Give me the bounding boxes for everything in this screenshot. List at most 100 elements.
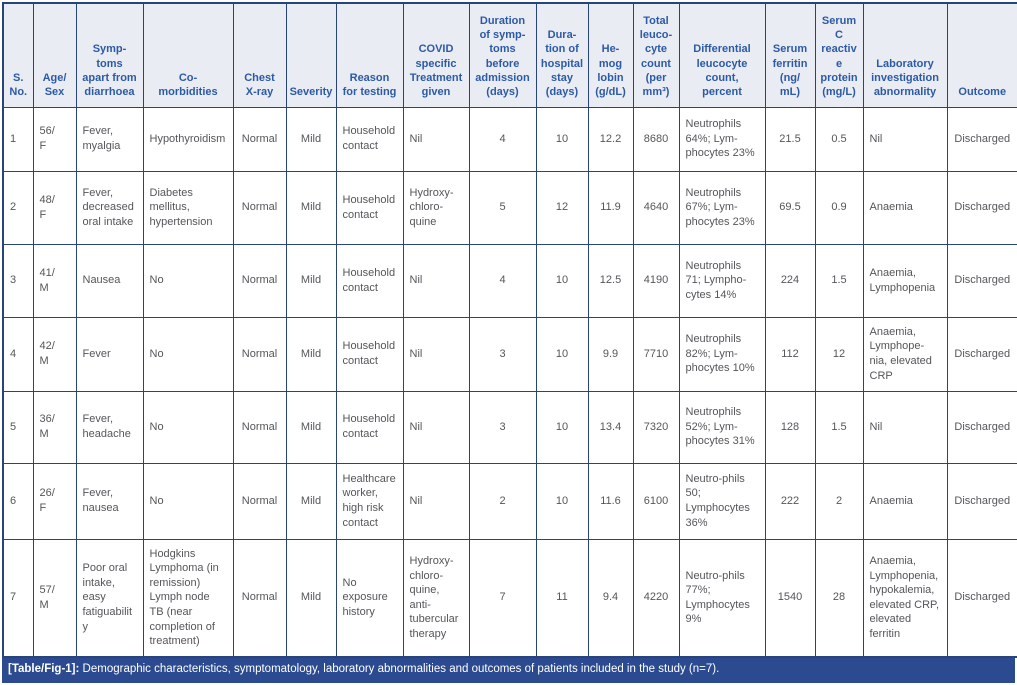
table-row: 1 56/ F Fever, myalgia Hypothyroidism Normal… — [2, 106, 1017, 172]
cell-ferritin: 224 — [764, 243, 816, 318]
cell-differential: Neutro-phils 50; Lymphocytes 36% — [678, 462, 766, 540]
cell-outcome: Discharged — [946, 390, 1017, 464]
cell-reason-testing: Household contact — [335, 106, 404, 172]
cell-tlc: 4190 — [632, 243, 680, 318]
cell-duration-symptoms: 2 — [468, 462, 537, 540]
cell-chest-xray: Normal — [232, 390, 287, 464]
cell-s-no: 6 — [2, 462, 34, 540]
cell-tlc: 8680 — [632, 106, 680, 172]
cell-age-sex: 48/ F — [32, 170, 77, 245]
cell-hemoglobin: 12.5 — [587, 243, 634, 318]
cell-severity: Mild — [285, 462, 337, 540]
cell-duration-stay: 11 — [535, 538, 589, 658]
cell-duration-symptoms: 3 — [468, 316, 537, 392]
cell-hemoglobin: 12.2 — [587, 106, 634, 172]
cell-crp: 0.9 — [814, 170, 864, 245]
cell-chest-xray: Normal — [232, 106, 287, 172]
cell-s-no: 3 — [2, 243, 34, 318]
cell-hemoglobin: 9.4 — [587, 538, 634, 658]
column-header-lab-abnormality: Laboratory investigation abnormality — [862, 2, 948, 108]
cell-lab-abnormality: Anaemia, Lymphopenia — [862, 243, 948, 318]
table-row: 2 48/ F Fever, decreased oral intake Diabet… — [2, 170, 1017, 245]
cell-reason-testing: Household contact — [335, 170, 404, 245]
cell-tlc: 6100 — [632, 462, 680, 540]
column-header-duration-symptoms: Duration of symp- toms before admission … — [468, 2, 537, 108]
cell-crp: 1.5 — [814, 390, 864, 464]
cell-outcome: Discharged — [946, 538, 1017, 658]
cell-differential: Neutrophils 64%; Lym-phocytes 23% — [678, 106, 766, 172]
cell-comorbidities: No — [142, 316, 234, 392]
cell-s-no: 4 — [2, 316, 34, 392]
cell-symptoms: Fever, myalgia — [75, 106, 144, 172]
cell-s-no: 1 — [2, 106, 34, 172]
cell-duration-stay: 10 — [535, 390, 589, 464]
cell-tlc: 7710 — [632, 316, 680, 392]
column-header-reason-testing: Reason for testing — [335, 2, 404, 108]
cell-covid-treatment: Hydroxy-chloro-quine, anti-tubercular th… — [402, 538, 470, 658]
table-row: 4 42/ M Fever No Normal Mild Household contact… — [2, 316, 1017, 392]
cell-differential: Neutrophils 67%; Lym-phocytes 23% — [678, 170, 766, 245]
cell-hemoglobin: 13.4 — [587, 390, 634, 464]
cell-symptoms: Fever, decreased oral intake — [75, 170, 144, 245]
caption-text: Demographic characteristics, symptomatol… — [79, 663, 720, 675]
cell-duration-symptoms: 4 — [468, 106, 537, 172]
table-row: 7 57/ M Poor oral intake, easy fatiguabili… — [2, 538, 1017, 658]
cell-symptoms: Poor oral intake, easy fatiguability — [75, 538, 144, 658]
cell-duration-symptoms: 4 — [468, 243, 537, 318]
cell-age-sex: 41/ M — [32, 243, 77, 318]
cell-chest-xray: Normal — [232, 462, 287, 540]
cell-duration-stay: 10 — [535, 243, 589, 318]
cell-crp: 1.5 — [814, 243, 864, 318]
cell-comorbidities: No — [142, 390, 234, 464]
cell-lab-abnormality: Anaemia, Lymphope-nia, elevated CRP — [862, 316, 948, 392]
cell-age-sex: 56/ F — [32, 106, 77, 172]
cell-covid-treatment: Nil — [402, 390, 470, 464]
column-header-outcome: Outcome — [946, 2, 1017, 108]
cell-ferritin: 69.5 — [764, 170, 816, 245]
cell-covid-treatment: Nil — [402, 316, 470, 392]
cell-ferritin: 128 — [764, 390, 816, 464]
cell-differential: Neutrophils 52%; Lym-phocytes 31% — [678, 390, 766, 464]
cell-chest-xray: Normal — [232, 316, 287, 392]
cell-hemoglobin: 11.9 — [587, 170, 634, 245]
column-header-crp: Serum C reactive protein (mg/L) — [814, 2, 864, 108]
cell-s-no: 2 — [2, 170, 34, 245]
cell-tlc: 7320 — [632, 390, 680, 464]
column-header-covid-treatment: COVID specific Treatment given — [402, 2, 470, 108]
cell-lab-abnormality: Nil — [862, 390, 948, 464]
cell-outcome: Discharged — [946, 106, 1017, 172]
column-header-comorbidities: Co- morbidities — [142, 2, 234, 108]
cell-ferritin: 222 — [764, 462, 816, 540]
cell-differential: Neutrophils 82%; Lym-phocytes 10% — [678, 316, 766, 392]
table-row: 5 36/ M Fever, headache No Normal Mild Househo… — [2, 390, 1017, 464]
cell-reason-testing: Household contact — [335, 316, 404, 392]
column-header-s-no: S. No. — [2, 2, 34, 108]
column-header-ferritin: Serum ferritin (ng/ mL) — [764, 2, 816, 108]
cell-severity: Mild — [285, 390, 337, 464]
cell-covid-treatment: Nil — [402, 106, 470, 172]
cell-duration-symptoms: 3 — [468, 390, 537, 464]
cell-comorbidities: No — [142, 243, 234, 318]
cell-covid-treatment: Nil — [402, 243, 470, 318]
cell-symptoms: Nausea — [75, 243, 144, 318]
cell-outcome: Discharged — [946, 316, 1017, 392]
patients-table: S. No. Age/ Sex Symp- toms apart from diar… — [2, 2, 1017, 658]
cell-symptoms: Fever, nausea — [75, 462, 144, 540]
cell-lab-abnormality: Anaemia — [862, 462, 948, 540]
cell-tlc: 4220 — [632, 538, 680, 658]
cell-outcome: Discharged — [946, 243, 1017, 318]
table-body: 1 56/ F Fever, myalgia Hypothyroidism Normal… — [2, 106, 1017, 658]
table-row: 6 26/ F Fever, nausea No Normal Mild Healthcar… — [2, 462, 1017, 540]
cell-hemoglobin: 9.9 — [587, 316, 634, 392]
cell-chest-xray: Normal — [232, 170, 287, 245]
cell-symptoms: Fever, headache — [75, 390, 144, 464]
cell-tlc: 4640 — [632, 170, 680, 245]
cell-outcome: Discharged — [946, 170, 1017, 245]
cell-severity: Mild — [285, 538, 337, 658]
table-header: S. No. Age/ Sex Symp- toms apart from diar… — [2, 2, 1017, 108]
cell-duration-symptoms: 7 — [468, 538, 537, 658]
cell-reason-testing: Healthcare worker, high risk contact — [335, 462, 404, 540]
header-row: S. No. Age/ Sex Symp- toms apart from diar… — [2, 2, 1017, 108]
cell-age-sex: 26/ F — [32, 462, 77, 540]
